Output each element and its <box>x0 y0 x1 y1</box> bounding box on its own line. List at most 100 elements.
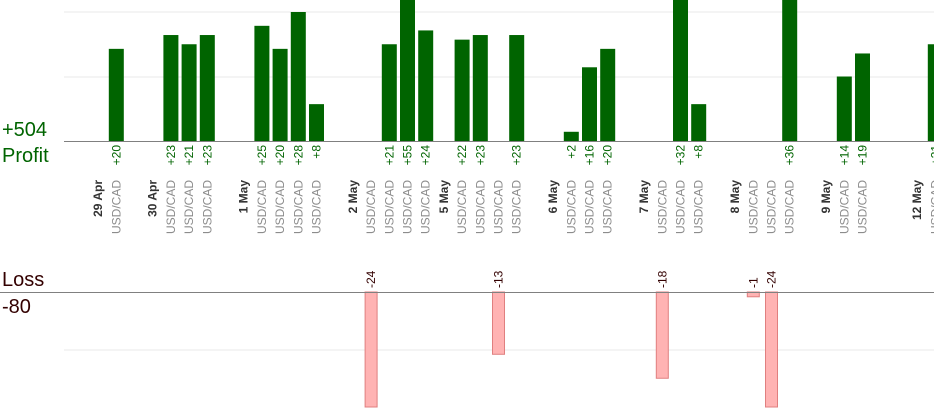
pair-label: USD/CAD <box>856 180 870 234</box>
date-label: 9 May <box>819 180 833 214</box>
profit-bar <box>272 48 288 141</box>
profit-bar <box>582 67 597 141</box>
date-label: 2 May <box>346 180 360 214</box>
profit-bar <box>108 48 124 141</box>
pair-label: USD/CAD <box>583 180 597 234</box>
bar-value-label: +2 <box>564 145 578 159</box>
axis-lines <box>0 141 934 293</box>
profit-bar <box>927 44 934 141</box>
pair-label: USD/CAD <box>783 180 797 234</box>
bar-value-label: +23 <box>200 145 214 166</box>
bar-labels: +20 USD/CAD +23 USD/CAD +21 USD/CAD +23 USD/CAD… <box>91 145 934 288</box>
bar-value-label: +19 <box>856 145 870 166</box>
pair-label: USD/CAD <box>291 180 305 234</box>
pair-label: USD/CAD <box>655 180 669 234</box>
profit-bar <box>290 12 306 141</box>
date-label: 8 May <box>728 180 742 214</box>
loss-bar <box>655 291 669 379</box>
bar-value-label: +24 <box>419 145 433 166</box>
date-label: 30 Apr <box>146 180 160 217</box>
bar-value-label: -1 <box>746 277 760 288</box>
profit-bar <box>855 53 870 141</box>
profit-bar <box>563 131 579 141</box>
profit-bar <box>199 35 215 141</box>
bar-value-label: -13 <box>492 270 506 288</box>
loss-bar <box>765 291 778 408</box>
profit-bar <box>782 0 798 141</box>
pair-label: USD/CAD <box>182 180 196 234</box>
bar-value-label: +21 <box>382 145 396 166</box>
bar-value-label: +20 <box>601 145 615 166</box>
pair-label: USD/CAD <box>109 180 123 234</box>
pair-label: USD/CAD <box>692 180 706 234</box>
date-label: 7 May <box>637 180 651 214</box>
profit-label: Profit <box>2 145 49 167</box>
pair-label: USD/CAD <box>419 180 433 234</box>
date-label: 6 May <box>546 180 560 214</box>
loss-bar <box>364 291 378 408</box>
bar-value-label: +8 <box>692 145 706 159</box>
bar-value-label: +8 <box>310 145 324 159</box>
bar-value-label: +25 <box>255 145 269 166</box>
pair-label: USD/CAD <box>401 180 415 234</box>
profit-bar <box>691 104 707 141</box>
pair-label: USD/CAD <box>564 180 578 234</box>
loss-total: -80 <box>2 296 31 318</box>
bar-value-label: +23 <box>164 145 178 166</box>
profit-bar <box>400 0 415 141</box>
bar-value-label: +21 <box>928 145 934 166</box>
profit-bar <box>509 35 525 141</box>
pair-label: USD/CAD <box>364 180 378 234</box>
date-label: 5 May <box>437 180 451 214</box>
pair-label: USD/CAD <box>200 180 214 234</box>
profit-bar <box>181 44 197 141</box>
date-label: 29 Apr <box>91 180 105 217</box>
pair-label: USD/CAD <box>273 180 287 234</box>
pair-label: USD/CAD <box>837 180 851 234</box>
pair-label: USD/CAD <box>473 180 487 234</box>
profit-bar <box>163 35 179 141</box>
profit-bar <box>673 0 688 141</box>
profit-bars <box>108 0 934 142</box>
date-label: 1 May <box>237 180 251 214</box>
pair-label: USD/CAD <box>601 180 615 234</box>
bar-value-label: +23 <box>473 145 487 166</box>
bar-value-label: +55 <box>401 145 415 166</box>
bar-value-label: +28 <box>291 145 305 166</box>
pair-label: USD/CAD <box>382 180 396 234</box>
bar-value-label: +16 <box>583 145 597 166</box>
profit-bar <box>381 44 397 141</box>
profit-bar <box>600 48 616 141</box>
bar-value-label: +32 <box>674 145 688 166</box>
bar-value-label: +20 <box>273 145 287 166</box>
pair-label: USD/CAD <box>492 180 506 234</box>
bar-value-label: +21 <box>182 145 196 166</box>
pair-label: USD/CAD <box>164 180 178 234</box>
profit-bar <box>472 35 488 141</box>
loss-label: Loss <box>2 269 45 291</box>
loss-bars <box>364 291 778 408</box>
pair-label: USD/CAD <box>674 180 688 234</box>
pair-label: USD/CAD <box>928 180 934 234</box>
date-label: 12 May <box>910 180 924 220</box>
pair-label: USD/CAD <box>510 180 524 234</box>
bar-value-label: +14 <box>837 145 851 166</box>
profit-bar <box>309 104 324 141</box>
profit-bar <box>836 76 852 141</box>
bar-value-label: -24 <box>364 270 378 288</box>
bar-value-label: -18 <box>655 270 669 288</box>
profit-bar <box>418 30 434 141</box>
pair-label: USD/CAD <box>455 180 469 234</box>
bar-value-label: +36 <box>783 145 797 166</box>
bar-value-label: +23 <box>510 145 524 166</box>
pair-label: USD/CAD <box>310 180 324 234</box>
bar-value-label: +20 <box>109 145 123 166</box>
pair-label: USD/CAD <box>255 180 269 234</box>
profit-bar <box>254 25 270 142</box>
bar-value-label: +22 <box>455 145 469 166</box>
loss-bar <box>492 291 505 355</box>
profit-total: +504 <box>2 119 48 141</box>
pair-label: USD/CAD <box>746 180 760 234</box>
profit-bar <box>454 39 470 142</box>
